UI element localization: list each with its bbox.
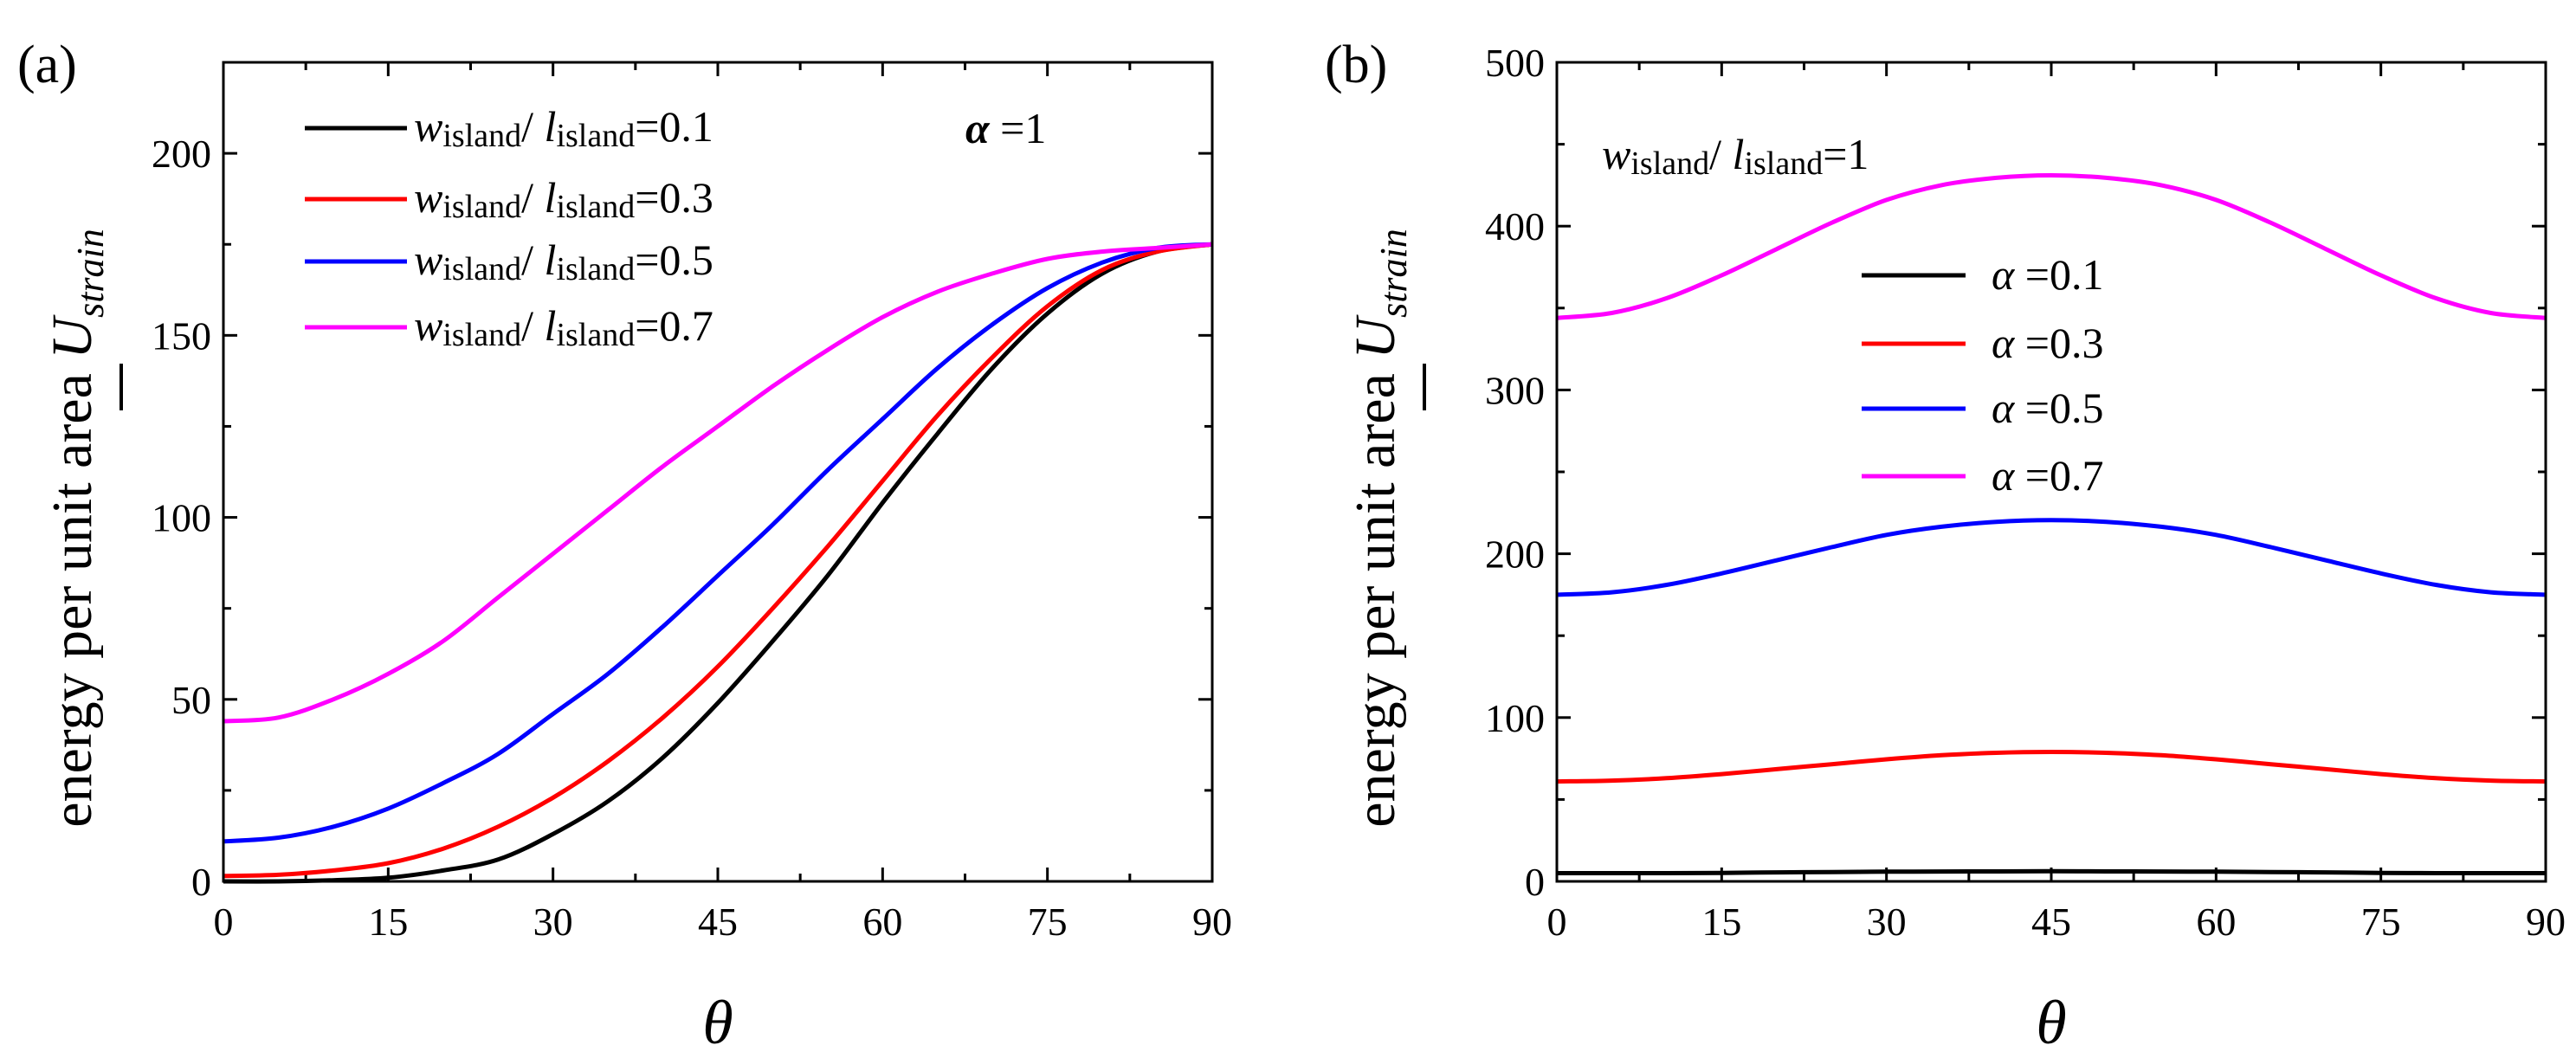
panel-b-ytick-label: 400 [1485,204,1545,248]
panel-a-plot-frame [222,61,1214,883]
panel-a: (a) energy per unit area Ustrain 0 15 30 45… [17,35,1232,1057]
panel-a-ytick-label: 150 [152,313,211,358]
panel-b-plot-frame [1555,61,2547,883]
panel-b-legend-label: α =0.3 [1992,319,2103,367]
panel-b-xtick-label: 60 [2196,900,2236,944]
panel-a-legend-label: wisland/ lisland=0.1 [414,102,713,154]
panel-b-xtick-label: 30 [1867,900,1907,944]
panel-b-ylabel-symbol: U [1344,314,1407,359]
panel-b-legend-item: α =0.5 [1862,384,2103,432]
panel-a-legend-label: wisland/ lisland=0.7 [414,301,713,353]
panel-b-legend-item: α =0.7 [1862,451,2103,500]
panel-a-ytick-label: 50 [171,678,211,722]
panel-b-series-3-line [1556,172,2547,320]
panel-b-xlabel: θ [2036,988,2066,1057]
panel-b-series-2-line [1556,518,2547,597]
panel-b-ytick-label: 300 [1485,368,1545,412]
panel-a-xtick-label: 75 [1028,900,1068,944]
panel-a-ytick-label: 100 [152,496,211,540]
panel-a-ticks: 0 15 30 45 60 75 90 0 50 100 150 200 [152,62,1232,944]
panel-a-legend-item: wisland/ lisland=0.1 [305,102,713,154]
panel-a-legend-label: wisland/ lisland=0.3 [414,173,713,225]
panel-b-label: (b) [1325,35,1387,94]
panel-b-legend-item: α =0.1 [1862,250,2103,299]
panel-b-legend-label: α =0.1 [1992,250,2103,299]
panel-a-legend: wisland/ lisland=0.1 wisland/ lisland=0.… [305,102,713,353]
panel-a-xtick-label: 45 [698,900,738,944]
panel-a-ylabel: energy per unit area Ustrain [41,229,112,828]
panel-a-xtick-label: 60 [862,900,902,944]
panel-b-ytick-label: 100 [1485,696,1545,740]
panel-a-xtick-label: 90 [1192,900,1232,944]
panel-a-series-3-line [223,242,1213,724]
panel-b-xtick-label: 15 [1701,900,1741,944]
panel-a-legend-item: wisland/ lisland=0.5 [305,235,713,287]
panel-a-series-0-line [223,242,1213,884]
panel-a-ytick-label: 0 [191,860,211,904]
panel-b-ratio-annotation: wisland/ lisland=1 [1602,130,1869,182]
panel-a-series-1-line [223,242,1213,879]
panel-a-series-2-line [223,242,1213,844]
panel-a-xtick-label: 0 [214,900,234,944]
panel-b-ytick-label: 500 [1485,41,1545,85]
panel-b-series [1556,172,2547,876]
panel-a-xlabel: θ [702,988,733,1057]
panel-a-label: (a) [17,35,77,94]
panel-a-ytick-label: 200 [152,132,211,176]
panel-b-series-0-line [1557,868,2546,876]
panel-b-xtick-label: 45 [2031,900,2071,944]
panel-b-legend-label: α =0.7 [1992,451,2103,500]
panel-b-legend: α =0.1 α =0.3 α =0.5 α =0.7 [1862,250,2103,500]
panel-a-alpha-annotation: α =1 [965,104,1046,152]
panel-a-xtick-label: 30 [533,900,573,944]
panel-a-series [223,242,1213,884]
panel-a-ylabel-symbol: U [41,314,104,359]
panel-b-series-1-line [1556,749,2547,784]
panel-b-ytick-label: 200 [1485,532,1545,577]
panel-b-legend-item: α =0.3 [1862,319,2103,367]
panel-a-ylabel-sub: strain [69,229,112,318]
panel-a-legend-label: wisland/ lisland=0.5 [414,235,713,287]
panel-b-xtick-label: 90 [2526,900,2566,944]
panel-b-xtick-label: 0 [1547,900,1567,944]
panel-a-xtick-label: 15 [368,900,408,944]
panel-a-legend-item: wisland/ lisland=0.7 [305,301,713,353]
panel-b-ytick-label: 0 [1525,860,1545,904]
panel-b-ylabel-sub: strain [1372,229,1415,318]
panel-b-ylabel: energy per unit area Ustrain [1344,229,1415,828]
panel-b-legend-label: α =0.5 [1992,384,2103,432]
panel-b: (b) energy per unit area Ustrain 0 15 30 45… [1325,35,2566,1057]
panel-a-legend-item: wisland/ lisland=0.3 [305,173,713,225]
panel-b-xtick-label: 75 [2361,900,2401,944]
